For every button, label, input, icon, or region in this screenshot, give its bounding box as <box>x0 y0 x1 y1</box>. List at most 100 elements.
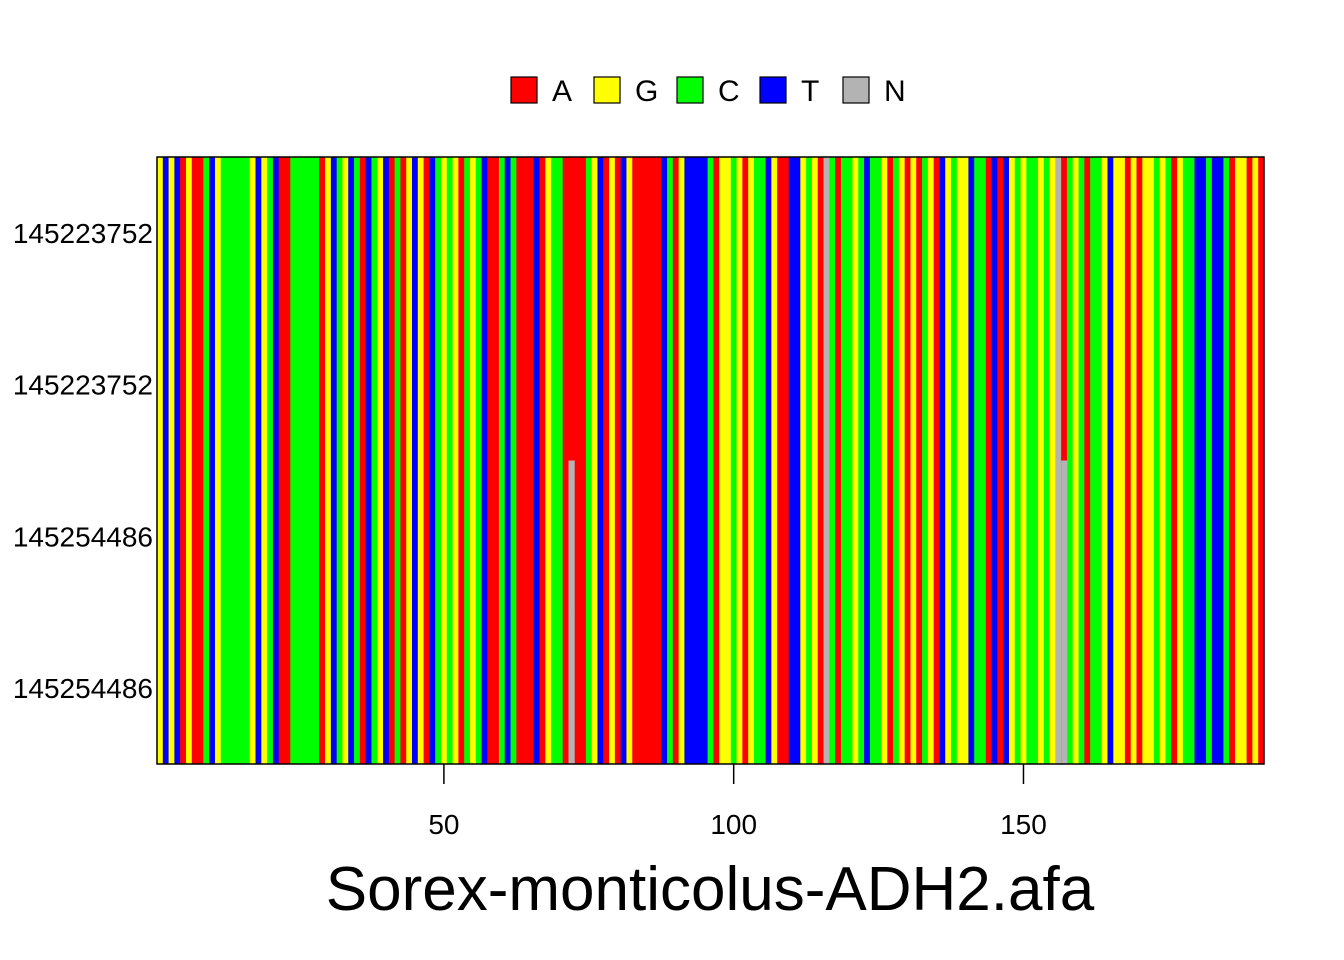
alignment-column <box>296 157 303 764</box>
alignment-column <box>1211 157 1219 764</box>
legend-label-g: G <box>635 75 658 108</box>
alignment-column <box>284 157 291 764</box>
alignment-column <box>1095 157 1103 764</box>
alignment-column <box>429 157 436 764</box>
alignment-column <box>197 157 204 764</box>
alignment-column <box>753 157 761 764</box>
legend-label-a: A <box>552 75 572 108</box>
alignment-column <box>412 157 419 764</box>
alignment-column <box>875 157 882 764</box>
alignment-column <box>1124 157 1132 764</box>
alignment-column <box>840 157 848 764</box>
alignment-column <box>638 157 645 764</box>
alignment-column <box>267 157 274 764</box>
row-label: 145223752 <box>13 370 153 401</box>
alignment-column <box>516 157 523 764</box>
alignment-column <box>597 157 604 764</box>
alignment-column <box>1101 157 1108 764</box>
alignment-column <box>1049 157 1056 764</box>
alignment-column <box>730 157 737 764</box>
legend-label-c: C <box>718 75 740 108</box>
alignment-column <box>956 157 964 764</box>
alignment-column <box>690 157 697 764</box>
alignment-column <box>858 157 865 764</box>
alignment-column <box>1113 157 1120 764</box>
alignment-cells <box>157 157 1265 765</box>
alignment-column <box>1078 157 1085 764</box>
alignment-column <box>927 157 935 764</box>
alignment-column <box>980 157 987 764</box>
alignment-column <box>846 157 853 764</box>
legend-swatch-t <box>759 76 787 104</box>
alignment-column <box>1246 157 1253 764</box>
alignment-column <box>794 157 801 764</box>
alignment-column <box>1188 157 1195 764</box>
alignment-column <box>777 157 784 764</box>
alignment-column <box>1182 157 1190 764</box>
alignment-column <box>232 157 239 764</box>
alignment-column <box>1090 157 1097 764</box>
alignment-column <box>655 157 662 764</box>
alignment-column <box>974 157 981 764</box>
alignment-column <box>782 157 790 764</box>
alignment-column <box>1084 157 1091 764</box>
alignment-column <box>440 157 448 764</box>
alignment-column <box>174 157 181 764</box>
alignment-column <box>464 157 471 764</box>
alignment-column <box>707 157 714 764</box>
alignment-column <box>325 157 332 764</box>
alignment-column <box>539 157 546 764</box>
alignment-column <box>904 157 911 764</box>
alignment-column <box>1223 157 1230 764</box>
alignment-column <box>243 157 251 764</box>
alignment-column <box>533 157 540 764</box>
alignment-column <box>180 157 187 764</box>
alignment-column <box>817 157 824 764</box>
alignment-column <box>742 157 749 764</box>
legend-swatch-g <box>593 76 621 104</box>
alignment-column <box>1217 157 1224 764</box>
alignment-column <box>922 157 929 764</box>
alignment-column <box>342 157 349 764</box>
alignment-column <box>1206 157 1213 764</box>
alignment-column <box>185 157 193 764</box>
alignment-column <box>719 157 726 764</box>
alignment-column <box>290 157 297 764</box>
alignment-column <box>354 157 361 764</box>
x-tick-label: 150 <box>1000 809 1047 840</box>
alignment-column <box>1055 157 1062 764</box>
alignment-column <box>997 157 1004 764</box>
alignment-column <box>330 157 338 764</box>
alignment-column <box>1072 157 1079 764</box>
alignment-column <box>1165 157 1172 764</box>
alignment-column <box>1043 157 1050 764</box>
alignment-column <box>1032 157 1039 764</box>
alignment-column <box>835 157 842 764</box>
alignment-column <box>788 157 795 764</box>
alignment-column <box>701 157 709 764</box>
alignment-column <box>910 157 917 764</box>
alignment-column <box>400 157 407 764</box>
alignment-column <box>765 157 772 764</box>
legend-label-t: T <box>801 75 819 108</box>
alignment-column <box>203 157 210 764</box>
alignment-column <box>1020 157 1027 764</box>
alignment-column <box>1258 157 1265 764</box>
alignment-column <box>1066 157 1074 764</box>
alignment-column <box>458 157 465 764</box>
alignment-cell-variant <box>568 460 575 613</box>
alignment-column <box>985 157 992 764</box>
alignment-column <box>527 157 535 764</box>
alignment-column <box>1171 157 1178 764</box>
alignment-column <box>498 157 506 764</box>
alignment-column <box>226 157 233 764</box>
alignment-column <box>249 157 256 764</box>
alignment-column <box>469 157 477 764</box>
alignment-column <box>545 157 552 764</box>
x-axis: 50 100 150 <box>428 764 1047 840</box>
chart-title: Sorex-monticolus-ADH2.afa <box>326 855 1095 924</box>
alignment-column <box>191 157 198 764</box>
alignment-column <box>1014 157 1021 764</box>
alignment-column <box>864 157 871 764</box>
alignment-column <box>1177 157 1184 764</box>
